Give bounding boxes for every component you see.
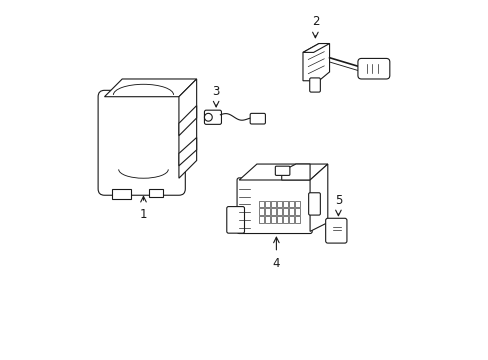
FancyBboxPatch shape <box>309 78 320 92</box>
Bar <box>276 216 282 222</box>
FancyBboxPatch shape <box>226 207 244 233</box>
Polygon shape <box>239 164 327 180</box>
Bar <box>276 208 282 215</box>
Bar <box>294 208 300 215</box>
FancyBboxPatch shape <box>275 166 289 175</box>
Polygon shape <box>303 44 329 81</box>
FancyBboxPatch shape <box>204 110 221 124</box>
Bar <box>294 216 300 222</box>
Polygon shape <box>104 79 196 97</box>
Text: 3: 3 <box>212 85 220 98</box>
FancyBboxPatch shape <box>308 193 320 215</box>
Bar <box>270 216 276 222</box>
Polygon shape <box>179 105 196 136</box>
Bar <box>270 201 276 207</box>
Bar <box>264 201 269 207</box>
FancyBboxPatch shape <box>250 113 265 124</box>
Bar <box>282 216 287 222</box>
Bar <box>258 216 264 222</box>
FancyBboxPatch shape <box>237 178 311 234</box>
Bar <box>264 216 269 222</box>
Text: 1: 1 <box>140 208 147 221</box>
Polygon shape <box>179 79 196 178</box>
Bar <box>288 216 293 222</box>
Polygon shape <box>303 44 329 53</box>
Bar <box>282 201 287 207</box>
Bar <box>288 201 293 207</box>
Polygon shape <box>281 164 309 180</box>
Bar <box>282 208 287 215</box>
Bar <box>264 208 269 215</box>
Bar <box>288 208 293 215</box>
Bar <box>258 208 264 215</box>
FancyBboxPatch shape <box>357 58 389 79</box>
Polygon shape <box>309 164 327 231</box>
Polygon shape <box>179 138 196 166</box>
Polygon shape <box>148 189 163 197</box>
Bar <box>276 201 282 207</box>
Text: 5: 5 <box>334 194 342 207</box>
Text: 2: 2 <box>311 15 319 28</box>
Text: 4: 4 <box>272 257 280 270</box>
FancyBboxPatch shape <box>325 218 346 243</box>
Polygon shape <box>111 189 131 199</box>
Bar <box>294 201 300 207</box>
FancyBboxPatch shape <box>98 90 185 195</box>
Bar <box>270 208 276 215</box>
Bar <box>258 201 264 207</box>
